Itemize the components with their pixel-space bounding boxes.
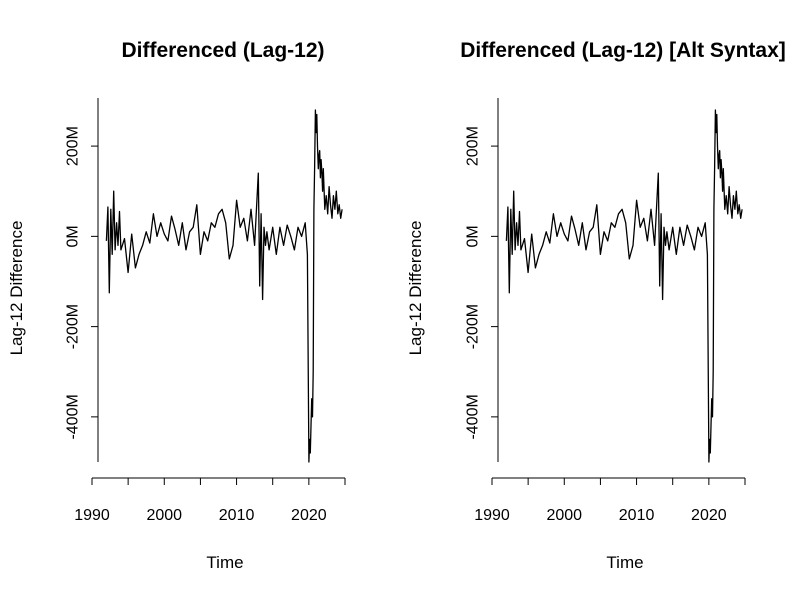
y-tick-label: -400M (65, 394, 82, 439)
y-tick-label: 200M (465, 126, 482, 166)
x-tick-label: 2000 (146, 507, 182, 524)
x-tick-label: 1990 (74, 507, 110, 524)
chart-title: Differenced (Lag-12) (121, 39, 324, 62)
x-axis-label: Time (206, 553, 243, 572)
chart-panel-2: Differenced (Lag-12) [Alt Syntax] -400M -2… (406, 39, 786, 572)
y-axis-label: Lag-12 Difference (7, 221, 26, 356)
x-tick-label: 2010 (619, 507, 655, 524)
x-tick-label: 1990 (474, 507, 510, 524)
y-tick-label: -200M (65, 304, 82, 349)
x-axis-label: Time (606, 553, 643, 572)
series-line-1 (505, 109, 743, 463)
y-tick-label: -200M (465, 304, 482, 349)
x-tick-label: 2010 (219, 507, 255, 524)
x-tick-label: 2020 (691, 507, 727, 524)
chart-title: Differenced (Lag-12) [Alt Syntax] (460, 39, 786, 62)
y-tick-label: 200M (65, 126, 82, 166)
chart-panel-1: Differenced (Lag-12) -400M -200M 0M 200M 1990… (7, 39, 346, 572)
y-tick-label: -400M (465, 394, 482, 439)
x-tick-label: 2020 (291, 507, 327, 524)
y-tick-label: 0M (65, 225, 82, 247)
y-axis-label: Lag-12 Difference (406, 221, 425, 356)
x-tick-label: 2000 (546, 507, 582, 524)
series-line-1 (105, 109, 343, 463)
y-tick-label: 0M (465, 225, 482, 247)
